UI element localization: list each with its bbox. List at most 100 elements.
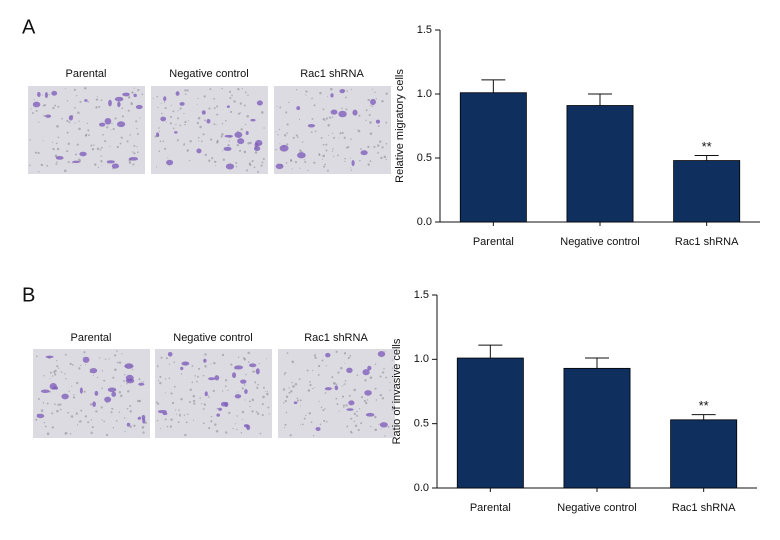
speckle xyxy=(324,163,326,166)
speckle xyxy=(322,409,325,412)
cell xyxy=(325,352,331,358)
speckle xyxy=(71,162,73,164)
speckle xyxy=(239,102,242,105)
speckle xyxy=(255,411,258,413)
speckle xyxy=(157,365,159,368)
speckle xyxy=(68,121,71,124)
speckle xyxy=(262,157,265,161)
x-tick-label: Rac1 shRNA xyxy=(672,502,736,514)
speckle xyxy=(341,131,344,135)
speckle xyxy=(83,351,86,354)
speckle xyxy=(177,421,180,424)
speckle xyxy=(311,97,313,100)
cell xyxy=(117,101,121,108)
speckle xyxy=(114,368,117,372)
cell xyxy=(364,390,372,396)
speckle xyxy=(163,101,166,104)
speckle xyxy=(156,95,158,98)
speckle xyxy=(88,134,90,137)
speckle xyxy=(312,387,314,390)
speckle xyxy=(347,356,350,360)
speckle xyxy=(40,409,44,412)
speckle xyxy=(240,128,243,131)
speckle xyxy=(89,403,93,406)
cell xyxy=(82,356,90,363)
speckle xyxy=(314,356,317,359)
speckle xyxy=(212,389,215,393)
speckle xyxy=(330,87,333,91)
cell xyxy=(107,387,117,393)
speckle xyxy=(37,397,40,400)
speckle xyxy=(164,107,167,110)
speckle xyxy=(180,373,183,375)
cell xyxy=(162,412,168,416)
speckle xyxy=(383,368,385,370)
speckle xyxy=(236,428,238,431)
speckle xyxy=(332,148,334,150)
speckle xyxy=(231,94,233,97)
speckle xyxy=(100,160,103,163)
speckle xyxy=(279,143,281,145)
bar xyxy=(670,419,738,489)
speckle xyxy=(378,423,380,425)
speckle xyxy=(169,122,172,125)
speckle xyxy=(247,351,250,355)
speckle xyxy=(356,414,359,417)
speckle xyxy=(224,431,228,434)
speckle xyxy=(239,149,242,152)
speckle xyxy=(343,406,345,409)
speckle xyxy=(128,96,130,99)
speckle xyxy=(194,375,196,377)
speckle xyxy=(189,159,191,162)
speckle xyxy=(192,419,195,421)
speckle xyxy=(379,375,382,378)
speckle xyxy=(112,376,115,379)
speckle xyxy=(112,128,115,131)
speckle xyxy=(292,136,295,139)
speckle xyxy=(324,392,327,394)
speckle xyxy=(56,365,59,368)
speckle xyxy=(203,95,206,98)
speckle xyxy=(385,158,387,161)
speckle xyxy=(297,136,299,139)
speckle xyxy=(251,398,255,402)
speckle xyxy=(251,160,254,163)
speckle xyxy=(120,394,123,398)
speckle xyxy=(214,423,217,426)
speckle xyxy=(210,415,213,418)
speckle xyxy=(54,154,58,158)
speckle xyxy=(203,403,206,406)
speckle xyxy=(29,139,31,141)
speckle xyxy=(374,415,377,419)
speckle xyxy=(338,410,340,412)
cell xyxy=(234,365,244,370)
speckle xyxy=(358,114,361,117)
speckle xyxy=(241,410,245,414)
speckle xyxy=(343,384,345,386)
speckle xyxy=(305,414,307,416)
speckle xyxy=(95,106,98,109)
speckle xyxy=(346,146,349,149)
speckle xyxy=(367,98,370,102)
speckle xyxy=(261,413,264,417)
speckle xyxy=(208,427,211,430)
cell xyxy=(52,386,59,390)
cell xyxy=(255,139,263,146)
speckle xyxy=(365,119,367,122)
speckle xyxy=(68,390,70,393)
speckle xyxy=(187,413,189,416)
speckle xyxy=(77,111,80,115)
speckle xyxy=(384,350,386,352)
speckle xyxy=(288,101,290,104)
speckle xyxy=(121,115,124,118)
cell xyxy=(324,387,332,391)
speckle xyxy=(56,147,60,151)
speckle xyxy=(191,365,194,367)
speckle xyxy=(101,387,103,390)
image-label: Parental xyxy=(66,68,107,80)
speckle xyxy=(258,362,261,365)
speckle xyxy=(100,99,103,101)
speckle xyxy=(200,140,203,143)
speckle xyxy=(346,90,349,92)
speckle xyxy=(135,120,138,123)
